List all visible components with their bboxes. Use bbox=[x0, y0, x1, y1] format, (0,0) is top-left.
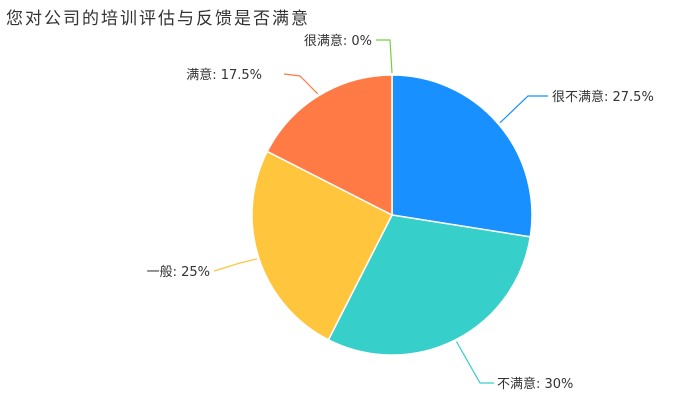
pie-slice-很不满意 bbox=[391, 74, 533, 238]
slice-label-很不满意: 很不满意: 27.5% bbox=[552, 89, 654, 105]
pie-slice-一般 bbox=[251, 150, 394, 341]
pie-leader-lines bbox=[213, 39, 548, 384]
leader-line-满意 bbox=[283, 73, 319, 95]
leader-line-很满意 bbox=[376, 39, 393, 74]
slice-label-不满意: 不满意: 30% bbox=[497, 376, 573, 392]
leader-line-一般 bbox=[213, 258, 258, 272]
slice-label-满意: 满意: 17.5% bbox=[186, 67, 262, 83]
pie-slices bbox=[251, 74, 533, 356]
chart-title: 您对公司的培训评估与反馈是否满意 bbox=[6, 9, 310, 29]
leader-line-不满意 bbox=[455, 341, 494, 384]
pie-slice-满意 bbox=[266, 74, 393, 217]
pie-slice-不满意 bbox=[327, 214, 532, 356]
slice-label-一般: 一般: 25% bbox=[147, 264, 210, 280]
pie-labels: 很不满意: 27.5% 不满意: 30% 一般: 25% 满意: 17.5% 很满意: … bbox=[147, 33, 654, 392]
slice-label-很满意: 很满意: 0% bbox=[304, 33, 372, 49]
leader-line-很不满意 bbox=[499, 95, 548, 124]
